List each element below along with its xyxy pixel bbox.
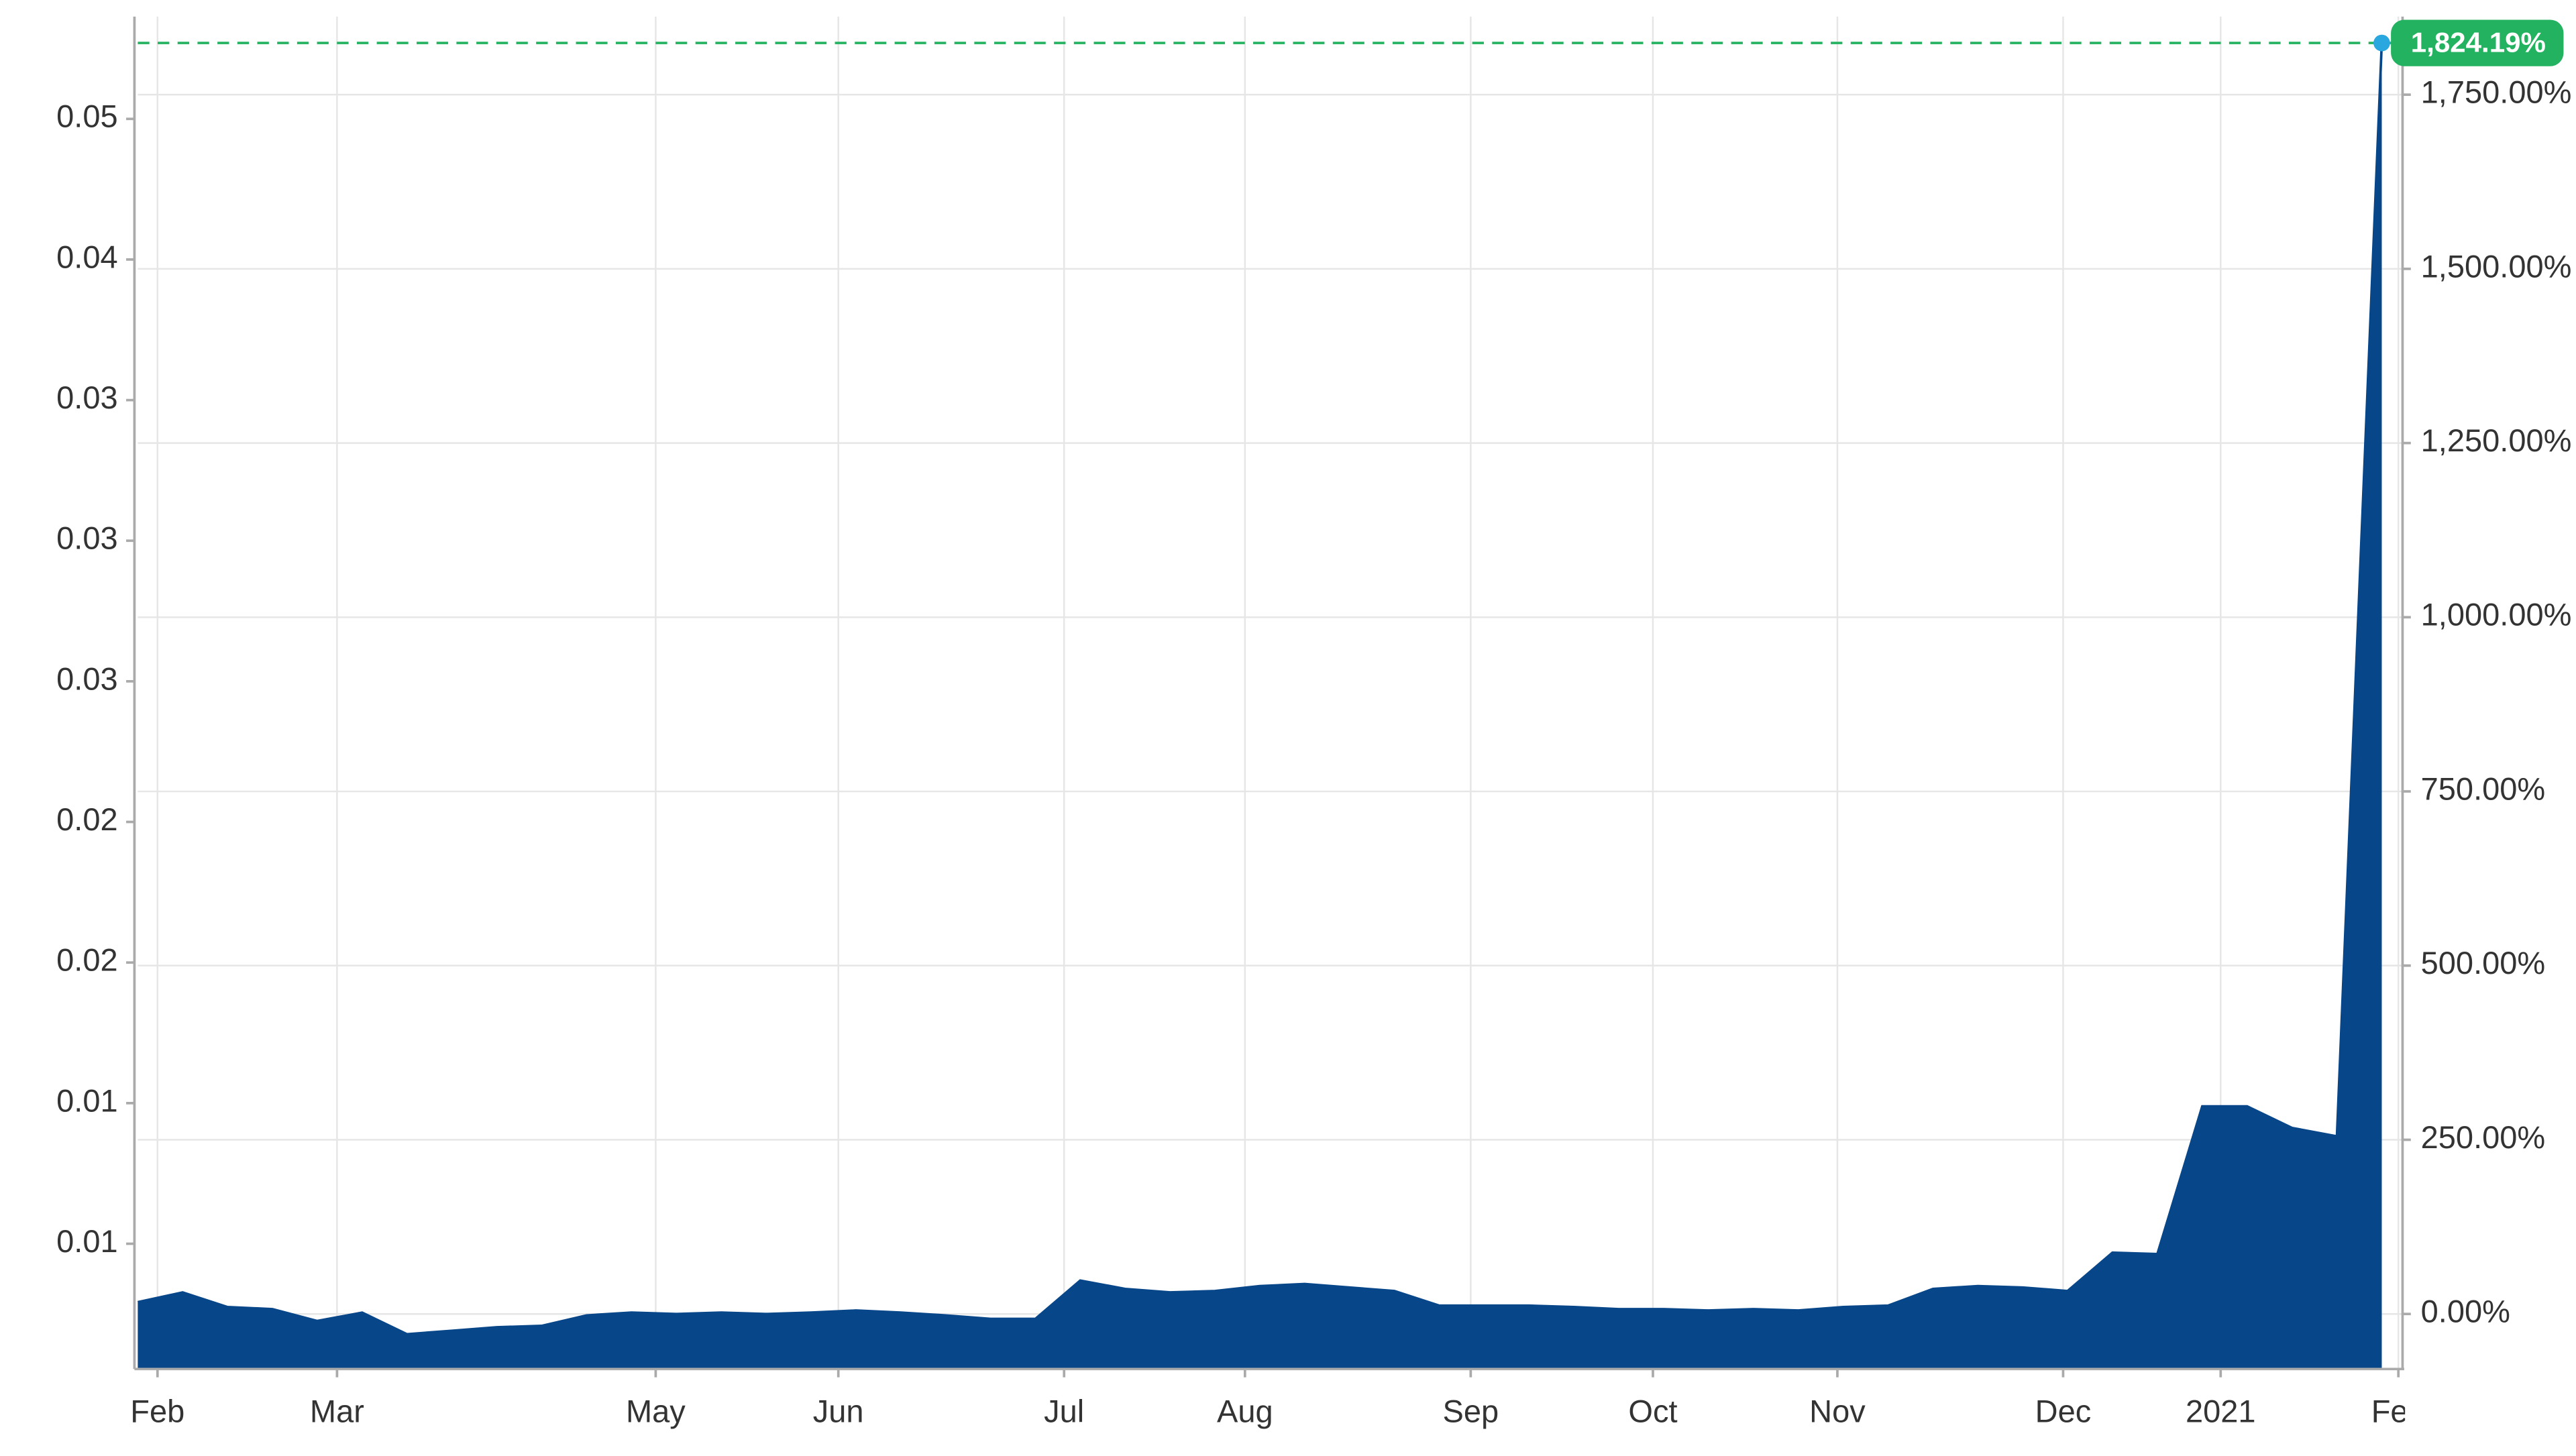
area-line: [137, 43, 2383, 1336]
x-tick-label: Sep: [1443, 1394, 1499, 1429]
x-tick-label: May: [626, 1394, 686, 1429]
y-tick-label: 0.01: [56, 1082, 117, 1118]
y-tick-label: 0.03: [56, 661, 117, 696]
y2-tick-label: 1,250.00%: [2421, 423, 2572, 458]
x-tick-label: 2021: [2186, 1394, 2256, 1429]
y2-tick-label: 250.00%: [2421, 1119, 2546, 1155]
x-tick-labels: Feb Mar May Jun Jul Aug Sep Oct Nov Dec 2021 Feb: [130, 1394, 2426, 1429]
y-tick-label: 0.03: [56, 520, 117, 556]
x-tick-label: Oct: [1628, 1394, 1677, 1429]
current-value-label: 1,824.19%: [2411, 27, 2546, 58]
x-tick-label: Jul: [1044, 1394, 1084, 1429]
y-tick-label: 0.02: [56, 942, 117, 978]
x-tick-label: Mar: [310, 1394, 364, 1429]
y2-tick-label: 1,000.00%: [2421, 597, 2572, 632]
x-tick-label: Jun: [813, 1394, 864, 1429]
x-tick-label: Aug: [1217, 1394, 1273, 1429]
y-tick-label: 0.02: [56, 801, 117, 837]
area-fill: [138, 43, 2382, 1369]
x-tick-label: Dec: [2035, 1394, 2092, 1429]
x-tick-label: Feb: [130, 1394, 184, 1429]
y-tick-label: 0.01: [56, 1223, 117, 1259]
x-tick-label: Feb: [2371, 1394, 2426, 1429]
y-tick-label: 0.03: [56, 380, 117, 415]
y2-tick-label: 750.00%: [2421, 771, 2546, 806]
y2-tick-label: 500.00%: [2421, 945, 2546, 981]
current-point: [2373, 34, 2390, 52]
y-tick-label: 0.04: [56, 239, 117, 274]
y2-tick-label: 1,750.00%: [2421, 74, 2572, 110]
y2-tick-label: 1,500.00%: [2421, 248, 2572, 284]
current-value-badge: [2391, 19, 2564, 66]
y-tick-label: 0.05: [56, 99, 117, 134]
x-tick-label: Nov: [1809, 1394, 1866, 1429]
y2-tick-label: 0.00%: [2421, 1294, 2510, 1329]
